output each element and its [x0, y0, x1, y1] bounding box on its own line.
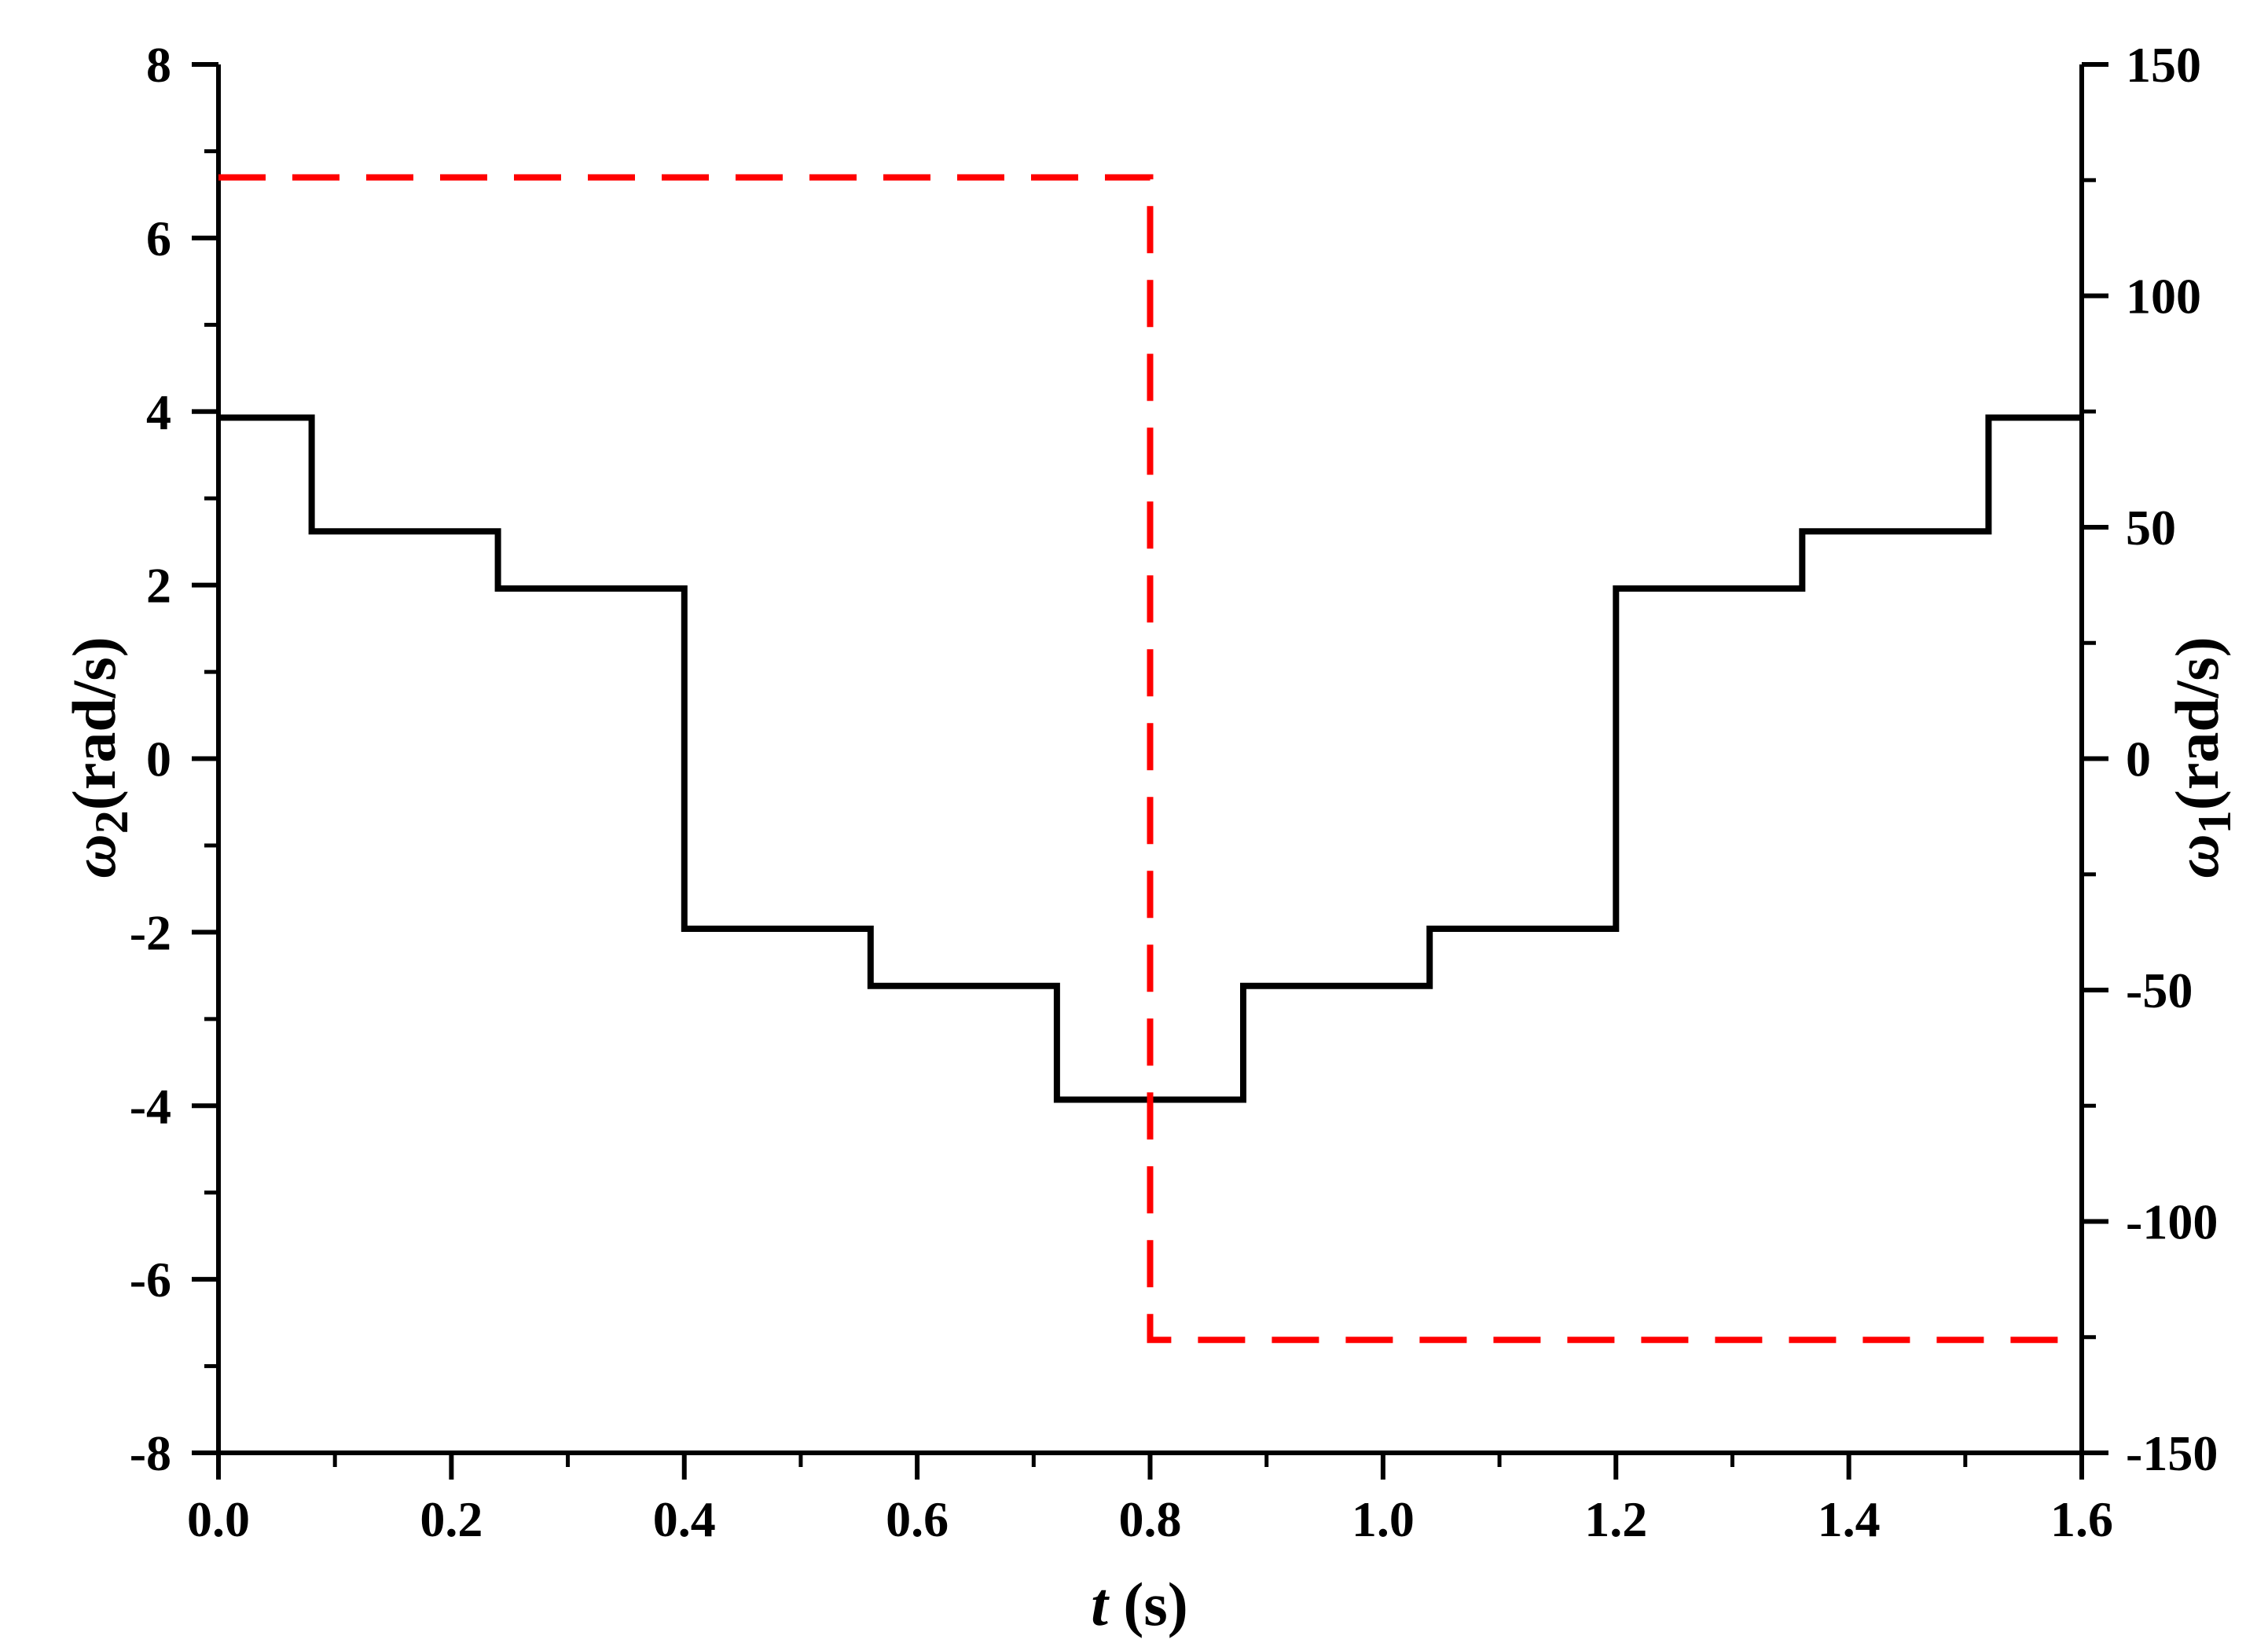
y-left-tick-label: 4 [146, 384, 171, 440]
y-right-tick-label: -150 [2126, 1425, 2218, 1481]
y-left-tick-label: 0 [146, 732, 171, 787]
y-left-tick-label: -8 [130, 1425, 171, 1481]
y-right-axis-label-unit: (rad/s) [2163, 636, 2231, 810]
x-tick-label: 1.2 [1584, 1491, 1647, 1547]
y-left-axis-label-unit: (rad/s) [60, 636, 128, 810]
y-left-tick-label: -4 [130, 1078, 171, 1134]
x-tick-label: 0.4 [653, 1491, 716, 1547]
y-left-tick-label: 2 [146, 558, 171, 614]
y-right-tick-label: -100 [2126, 1194, 2218, 1250]
series-omega1-line [218, 174, 2082, 1344]
x-tick-label: 0.8 [1119, 1491, 1182, 1547]
y-left-axis-label: ω2(rad/s) [60, 636, 138, 878]
y-left-axis-label-symbol: ω [60, 834, 128, 878]
y-right-tick-label: 100 [2126, 269, 2201, 325]
ticks-layer: 0.0 0.2 0.4 0.6 0.8 1.0 1.2 1.4 1.6 -8 -6 -4 -2 0 2 4 6 8… [130, 37, 2218, 1547]
x-tick-label: 0.2 [420, 1491, 483, 1547]
y-left-tick-label: 8 [146, 37, 171, 93]
y-left-axis-label-subscript: 2 [86, 810, 138, 834]
x-tick-label: 0.6 [886, 1491, 949, 1547]
y-right-tick-label: 50 [2126, 500, 2176, 556]
x-axis-label: t (s) [1091, 1570, 1187, 1638]
y-right-tick-label: 150 [2126, 37, 2201, 93]
y-right-tick-label: -50 [2126, 963, 2193, 1018]
x-axis-label-unit: (s) [1108, 1570, 1188, 1638]
x-tick-label: 1.6 [2050, 1491, 2113, 1547]
y-left-tick-label: 6 [146, 211, 171, 266]
y-right-axis-label-symbol: ω [2163, 834, 2231, 878]
series-layer [218, 174, 2082, 1344]
x-tick-label: 1.0 [1352, 1491, 1415, 1547]
x-axis-label-var: t [1091, 1570, 1110, 1638]
y-right-tick-label: 0 [2126, 732, 2151, 787]
y-right-axis-label: ω1(rad/s) [2163, 636, 2240, 878]
x-tick-label: 0.0 [187, 1491, 250, 1547]
y-right-axis-label-subscript: 1 [2189, 810, 2240, 834]
x-tick-label: 1.4 [1818, 1491, 1881, 1547]
y-left-tick-label: -2 [130, 904, 171, 960]
y-left-tick-label: -6 [130, 1252, 171, 1307]
